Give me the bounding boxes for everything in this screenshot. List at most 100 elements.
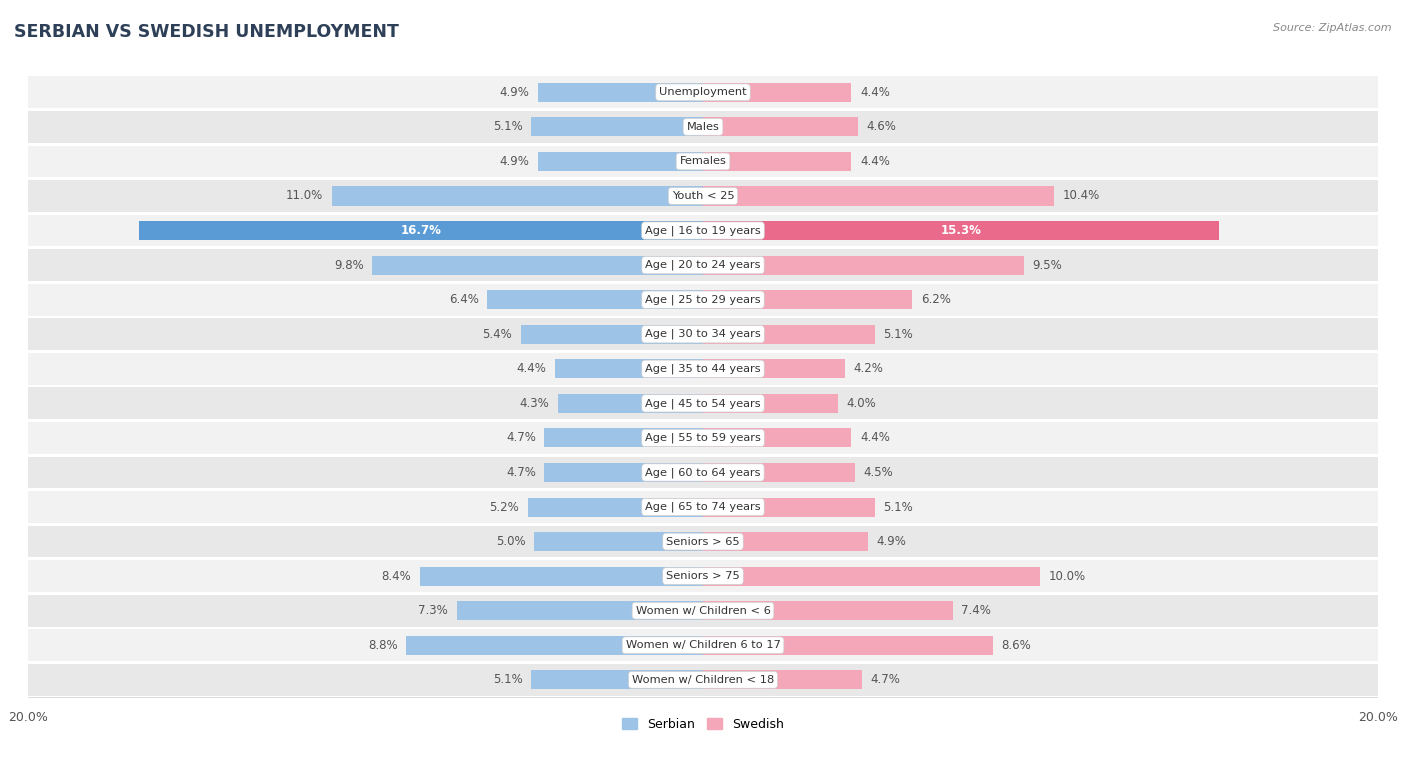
Bar [544, 463, 703, 482]
Text: Seniors > 65: Seniors > 65 [666, 537, 740, 547]
Bar [703, 221, 1219, 240]
Legend: Serbian, Swedish: Serbian, Swedish [617, 713, 789, 736]
Text: Age | 20 to 24 years: Age | 20 to 24 years [645, 260, 761, 270]
Text: 5.4%: 5.4% [482, 328, 512, 341]
Bar [703, 463, 855, 482]
Text: 4.4%: 4.4% [860, 155, 890, 168]
Text: 4.2%: 4.2% [853, 363, 883, 375]
Bar [28, 525, 1378, 557]
Bar [544, 428, 703, 447]
Text: 4.4%: 4.4% [516, 363, 546, 375]
Bar [537, 83, 703, 102]
Bar [531, 670, 703, 690]
Text: 10.0%: 10.0% [1049, 570, 1085, 583]
Bar [28, 111, 1378, 143]
Text: 4.0%: 4.0% [846, 397, 876, 410]
Text: 8.8%: 8.8% [368, 639, 398, 652]
Bar [534, 532, 703, 551]
Bar [531, 117, 703, 136]
Bar [28, 664, 1378, 696]
Bar [520, 325, 703, 344]
Bar [486, 290, 703, 309]
Bar [28, 145, 1378, 177]
Text: 4.7%: 4.7% [506, 466, 536, 479]
Bar [558, 394, 703, 413]
Text: 11.0%: 11.0% [287, 189, 323, 202]
Bar [28, 388, 1378, 419]
Text: 15.3%: 15.3% [941, 224, 981, 237]
Text: 9.5%: 9.5% [1032, 259, 1062, 272]
Bar [703, 186, 1054, 205]
Text: Age | 60 to 64 years: Age | 60 to 64 years [645, 467, 761, 478]
Text: 7.4%: 7.4% [962, 604, 991, 617]
Bar [527, 497, 703, 516]
Bar [28, 284, 1378, 316]
Bar [457, 601, 703, 620]
Bar [28, 319, 1378, 350]
Text: 5.1%: 5.1% [883, 328, 914, 341]
Text: 16.7%: 16.7% [401, 224, 441, 237]
Bar [703, 117, 858, 136]
Bar [332, 186, 703, 205]
Bar [28, 215, 1378, 247]
Text: Age | 55 to 59 years: Age | 55 to 59 years [645, 433, 761, 443]
Text: 7.3%: 7.3% [419, 604, 449, 617]
Bar [703, 670, 862, 690]
Bar [28, 422, 1378, 453]
Text: Seniors > 75: Seniors > 75 [666, 571, 740, 581]
Bar [28, 560, 1378, 592]
Text: Women w/ Children < 18: Women w/ Children < 18 [631, 674, 775, 685]
Bar [28, 595, 1378, 627]
Text: 4.4%: 4.4% [860, 86, 890, 99]
Text: Age | 25 to 29 years: Age | 25 to 29 years [645, 294, 761, 305]
Text: Source: ZipAtlas.com: Source: ZipAtlas.com [1274, 23, 1392, 33]
Text: 4.5%: 4.5% [863, 466, 893, 479]
Bar [703, 601, 953, 620]
Text: 5.1%: 5.1% [492, 120, 523, 133]
Text: 4.9%: 4.9% [499, 155, 529, 168]
Text: Age | 30 to 34 years: Age | 30 to 34 years [645, 329, 761, 339]
Text: Age | 16 to 19 years: Age | 16 to 19 years [645, 226, 761, 236]
Text: Males: Males [686, 122, 720, 132]
Text: Age | 65 to 74 years: Age | 65 to 74 years [645, 502, 761, 512]
Text: 4.7%: 4.7% [870, 673, 900, 687]
Text: 5.0%: 5.0% [496, 535, 526, 548]
Text: 5.1%: 5.1% [492, 673, 523, 687]
Text: 4.3%: 4.3% [520, 397, 550, 410]
Text: 10.4%: 10.4% [1063, 189, 1099, 202]
Bar [703, 567, 1040, 586]
Bar [703, 290, 912, 309]
Bar [537, 152, 703, 171]
Bar [28, 353, 1378, 385]
Bar [419, 567, 703, 586]
Text: Age | 45 to 54 years: Age | 45 to 54 years [645, 398, 761, 409]
Text: 8.4%: 8.4% [381, 570, 411, 583]
Text: 4.9%: 4.9% [499, 86, 529, 99]
Bar [406, 636, 703, 655]
Bar [28, 456, 1378, 488]
Text: 5.2%: 5.2% [489, 500, 519, 513]
Text: 5.1%: 5.1% [883, 500, 914, 513]
Text: 6.4%: 6.4% [449, 293, 478, 306]
Bar [554, 360, 703, 378]
Text: 4.6%: 4.6% [866, 120, 897, 133]
Text: Women w/ Children < 6: Women w/ Children < 6 [636, 606, 770, 615]
Bar [28, 180, 1378, 212]
Text: SERBIAN VS SWEDISH UNEMPLOYMENT: SERBIAN VS SWEDISH UNEMPLOYMENT [14, 23, 399, 41]
Bar [28, 491, 1378, 523]
Text: 6.2%: 6.2% [921, 293, 950, 306]
Text: Unemployment: Unemployment [659, 87, 747, 98]
Bar [703, 152, 852, 171]
Bar [703, 325, 875, 344]
Bar [373, 256, 703, 275]
Bar [28, 76, 1378, 108]
Text: 8.6%: 8.6% [1001, 639, 1032, 652]
Text: 4.7%: 4.7% [506, 431, 536, 444]
Text: Age | 35 to 44 years: Age | 35 to 44 years [645, 363, 761, 374]
Bar [28, 249, 1378, 281]
Bar [703, 428, 852, 447]
Bar [703, 394, 838, 413]
Bar [703, 636, 993, 655]
Bar [703, 256, 1024, 275]
Bar [703, 360, 845, 378]
